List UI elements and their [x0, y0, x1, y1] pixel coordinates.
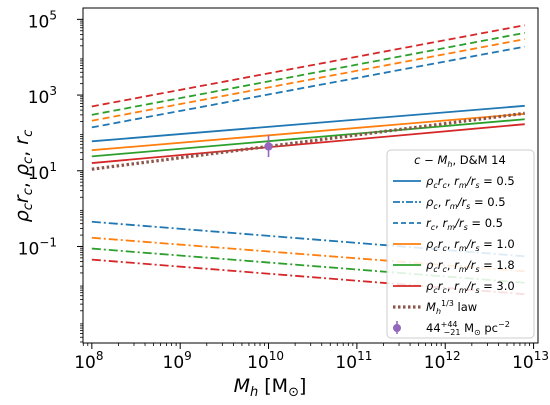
series-line-2	[91, 45, 525, 129]
y-tick-label-0: 10−1	[18, 235, 57, 259]
legend-label-6: Mh1/3 law	[426, 299, 477, 316]
legend-swatch-7	[393, 324, 401, 332]
legend: c − Mh, D&M 14 ρcrc, rm/rs = 0.5 ρc, rm/r…	[386, 149, 535, 339]
x-tick-label-2: 1010	[247, 349, 284, 373]
x-tick-label-5: 1013	[512, 349, 549, 373]
legend-title: c − Mh, D&M 14	[414, 153, 506, 169]
series-line-6	[91, 118, 525, 158]
legend-label-4: ρcrc, rm/rs = 1.8	[426, 258, 515, 274]
points-layer	[264, 135, 273, 158]
series-line-5	[91, 38, 525, 122]
y-tick-label-3: 105	[28, 8, 57, 32]
data-point-0	[264, 142, 273, 151]
y-tick-label-2: 103	[28, 84, 57, 108]
series-line-0	[91, 104, 525, 143]
x-tick-label-0: 108	[74, 349, 103, 373]
legend-label-3: ρcrc, rm/rs = 1.0	[426, 237, 515, 253]
series-line-3	[91, 112, 525, 152]
legend-label-1: ρc, rm/rs = 0.5	[426, 195, 506, 211]
x-tick-label-1: 109	[163, 349, 192, 373]
legend-label-7: 44+44 −21 M⊙ pc−2	[426, 320, 510, 337]
legend-box	[386, 149, 535, 339]
y-tick-label-1: 101	[28, 160, 57, 184]
x-tick-label-3: 1011	[335, 349, 372, 373]
series-line-8	[91, 31, 525, 116]
series-line-9	[91, 123, 525, 164]
ticks-layer: 108 109 1010 1011 1012 1013 10−1 101 103 105	[18, 8, 549, 373]
x-axis-label: Mh [M⊙]	[234, 375, 307, 400]
legend-label-0: ρcrc, rm/rs = 0.5	[426, 174, 515, 190]
legend-label-5: ρcrc, rm/rs = 3.0	[426, 279, 515, 295]
legend-label-2: rc, rm/rs = 0.5	[426, 216, 503, 232]
series-line-11	[91, 24, 525, 108]
x-tick-label-4: 1012	[424, 349, 461, 373]
y-axis-label: ρcrc, ρc, rc	[11, 130, 36, 223]
